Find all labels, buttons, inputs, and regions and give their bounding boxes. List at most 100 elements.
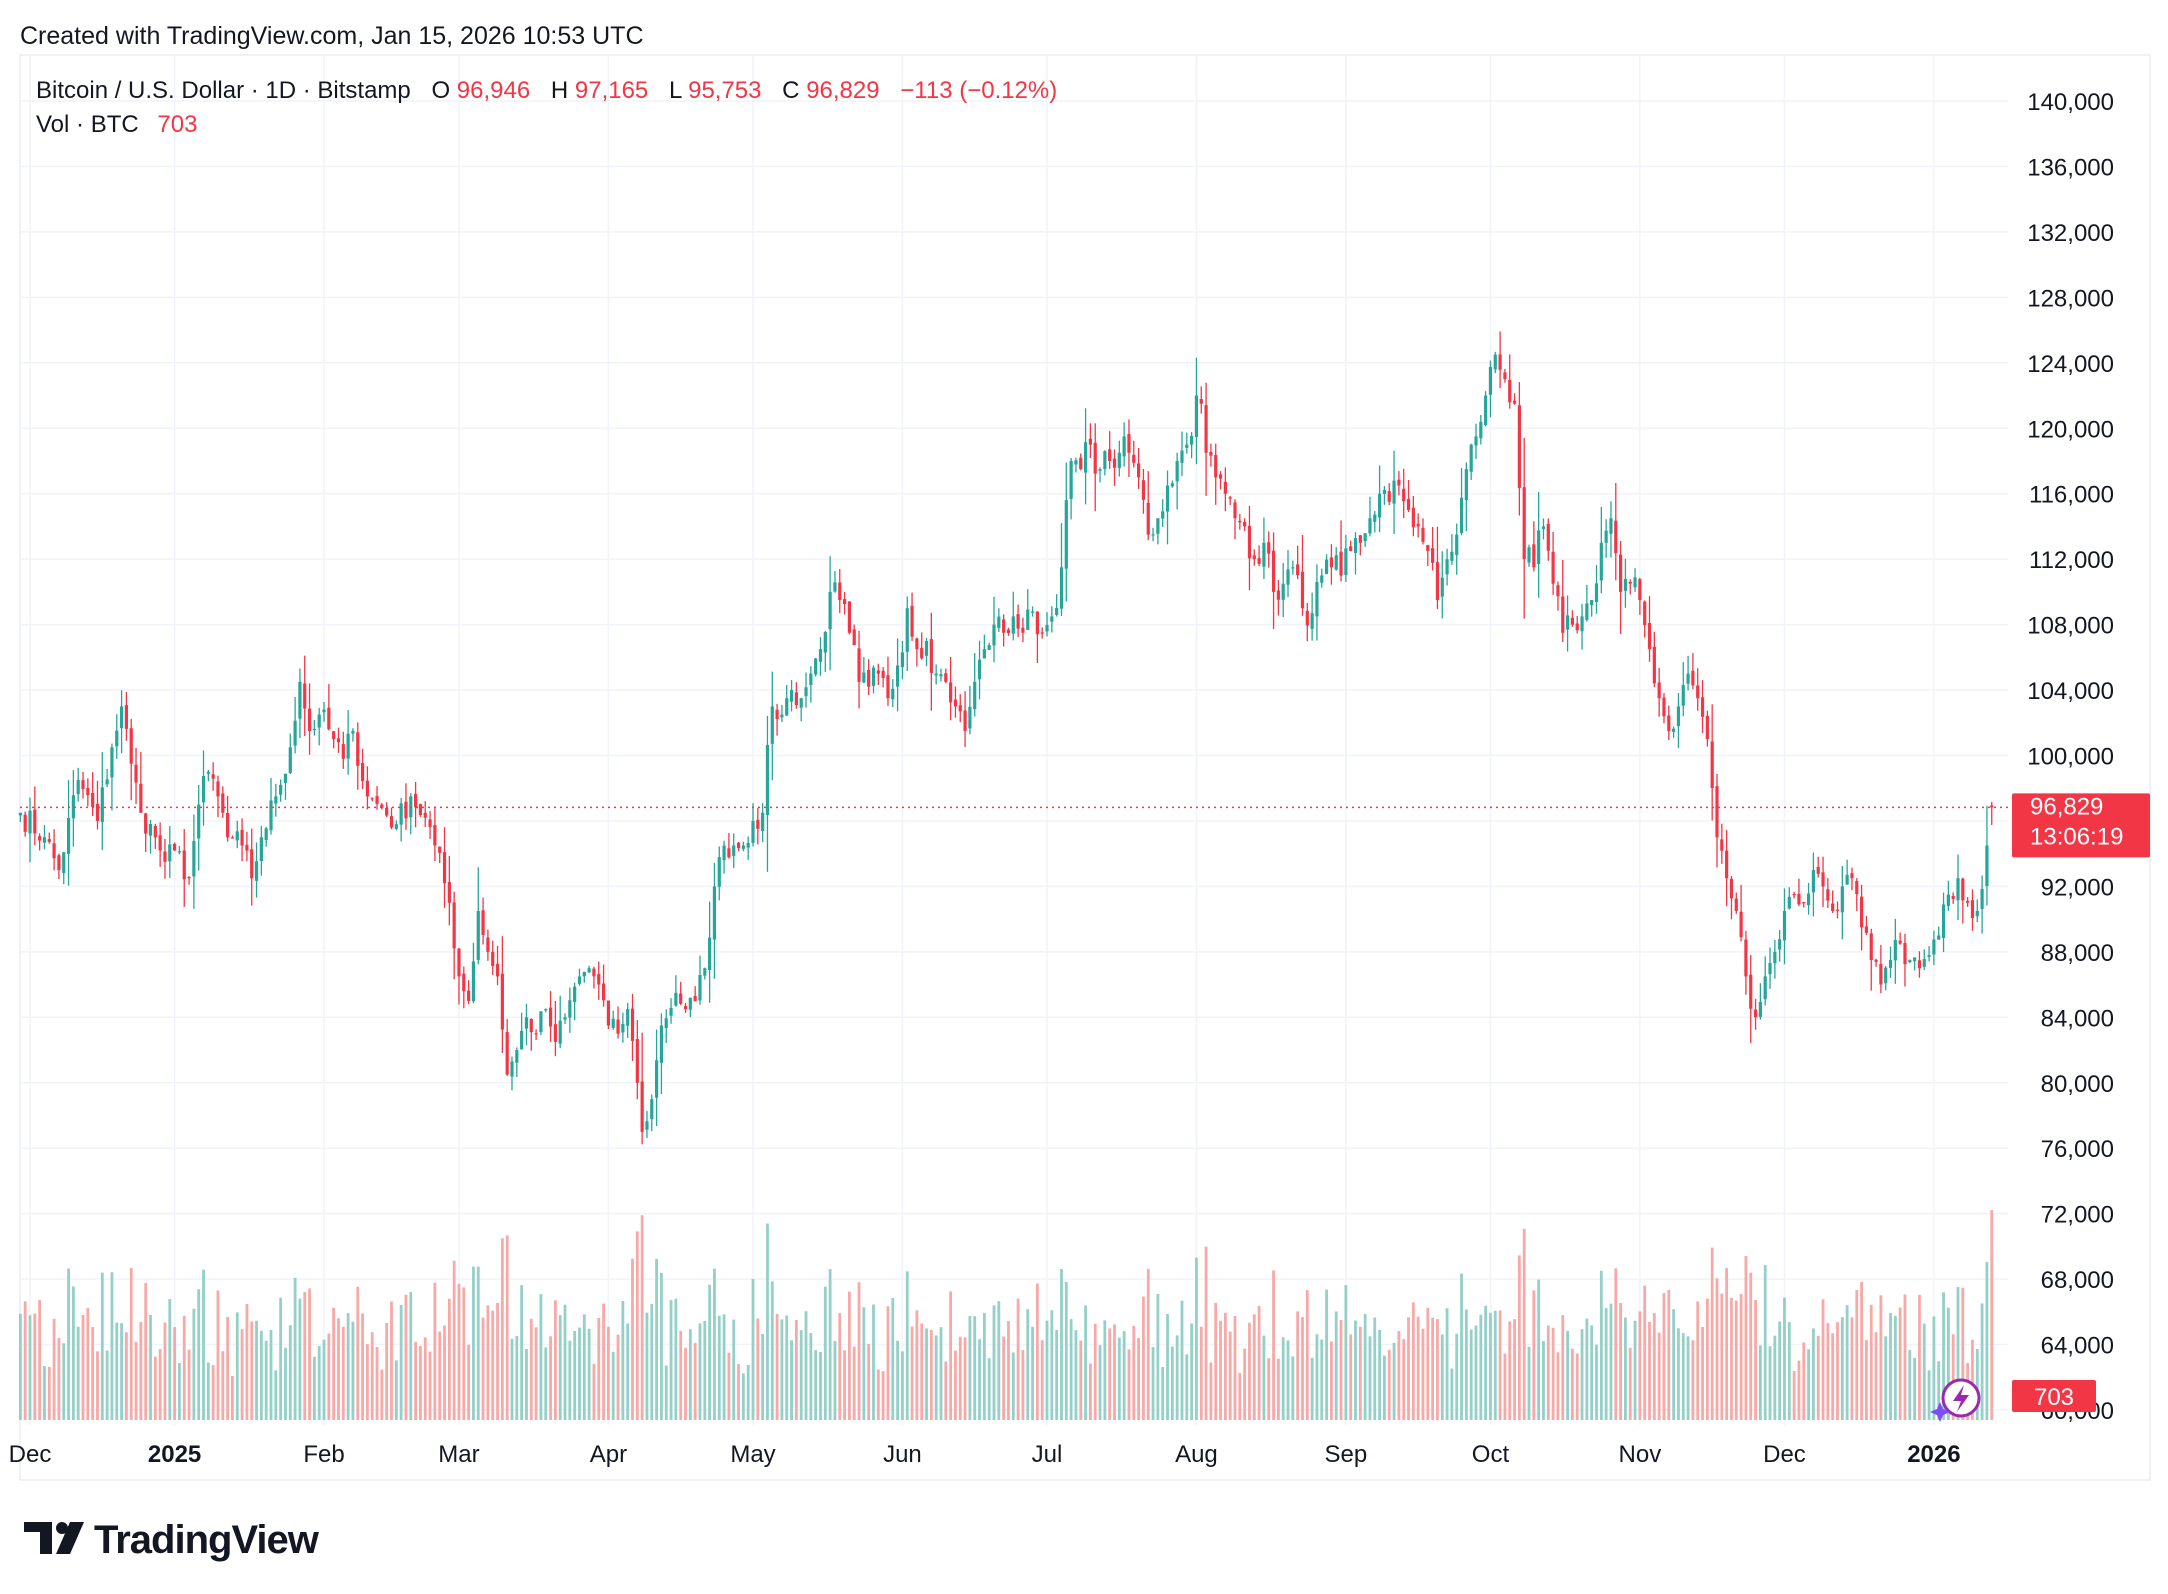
candle-body <box>467 990 471 1001</box>
candle-body <box>1435 562 1440 601</box>
volume-bar <box>149 1314 152 1420</box>
candle-body <box>399 803 403 825</box>
volume-bar <box>1831 1333 1835 1420</box>
candle-body <box>1937 935 1941 940</box>
tradingview-wordmark: TradingView <box>94 1518 320 1562</box>
candle-body <box>1382 490 1387 494</box>
volume-bar <box>192 1308 196 1420</box>
candle-body <box>669 1007 673 1016</box>
volume-bar <box>1816 1335 1820 1420</box>
volume-bar <box>1132 1325 1136 1420</box>
candle-body <box>307 708 312 731</box>
candle-body <box>1151 534 1155 536</box>
candle-body <box>693 995 697 1001</box>
candle-body <box>52 843 56 859</box>
candle-body <box>346 733 350 759</box>
candle-body <box>558 1020 562 1044</box>
candle-body <box>1845 874 1849 885</box>
volume-bar <box>1667 1289 1671 1420</box>
candle-body <box>457 948 461 977</box>
candle-body <box>1551 551 1555 584</box>
volume-bar <box>597 1317 601 1420</box>
volume-bar <box>819 1351 822 1420</box>
candle-body <box>1710 741 1714 789</box>
volume-bar <box>582 1314 586 1420</box>
volume-bar <box>1031 1326 1034 1420</box>
candle-body <box>322 709 326 713</box>
candle-body <box>76 780 80 795</box>
legend-open-value: 96,946 <box>457 77 530 104</box>
volume-bar <box>1913 1357 1917 1420</box>
time-axis[interactable]: Dec 2025 Feb Mar Apr May Jun Jul Aug Sep Oct Nov Dec… <box>9 1441 1961 1468</box>
volume-bar <box>1421 1328 1425 1420</box>
candle-body <box>1826 889 1830 901</box>
candle-body <box>1811 870 1815 893</box>
volume-bar <box>732 1319 736 1420</box>
candle-body <box>924 640 929 656</box>
candle-body <box>1696 685 1700 699</box>
candle-body <box>173 843 177 851</box>
candle-body <box>1720 839 1724 851</box>
tradingview-logo[interactable]: TradingView <box>24 1518 321 1562</box>
volume-bar <box>553 1300 557 1420</box>
volume-bar <box>28 1315 32 1420</box>
lightning-badge[interactable] <box>1930 1378 1981 1422</box>
candle-body <box>119 706 124 729</box>
volume-bar <box>110 1272 114 1420</box>
chart-frame <box>19 54 2151 1481</box>
volume-bar <box>1503 1353 1507 1420</box>
candle-body <box>462 973 466 992</box>
candle-body <box>1898 940 1902 944</box>
candle-body <box>1850 873 1854 879</box>
volume-bar <box>481 1317 485 1420</box>
volume-bar <box>1686 1336 1690 1420</box>
candle-body <box>1218 474 1223 479</box>
candle-body <box>47 839 51 842</box>
volume-bar <box>1122 1331 1126 1420</box>
volume-bar <box>202 1269 205 1420</box>
volume-bar <box>1648 1321 1651 1420</box>
volume-bar <box>303 1291 307 1420</box>
candle-body <box>274 796 278 804</box>
volume-bar <box>1657 1332 1661 1420</box>
volume-bar <box>1407 1317 1410 1420</box>
volume-bar <box>235 1312 239 1420</box>
volume-bar <box>366 1344 369 1420</box>
volume-bar <box>1768 1346 1772 1420</box>
volume-bar <box>57 1337 61 1420</box>
volume-bar <box>255 1320 258 1420</box>
candle-body <box>177 851 182 853</box>
price-axis[interactable]: 60,00064,00068,00072,00076,00080,00084,0… <box>2027 89 2114 1425</box>
volume-bar <box>1291 1356 1295 1420</box>
volume-bar <box>867 1343 871 1420</box>
candle-body <box>1985 845 1989 887</box>
volume-bar <box>1310 1357 1314 1420</box>
volume-bar <box>1754 1299 1757 1420</box>
legend: Bitcoin / U.S. Dollar · 1D · Bitstamp O … <box>36 77 1057 138</box>
candle-body <box>1011 616 1015 634</box>
candlesticks <box>18 331 1994 1145</box>
volume-bar <box>1532 1290 1536 1420</box>
candle-body <box>891 688 895 700</box>
volume-bar <box>1590 1325 1594 1420</box>
volume-bar <box>954 1350 957 1420</box>
volume-bar <box>992 1305 996 1420</box>
candle-body <box>42 837 47 843</box>
volume-bar <box>1918 1294 1921 1420</box>
candle-body <box>688 997 692 1010</box>
candle-body <box>1204 405 1208 453</box>
volume-tag-value: 703 <box>2034 1384 2074 1411</box>
volume-bar <box>631 1258 634 1420</box>
volume-bar <box>1079 1340 1083 1420</box>
volume-bar <box>717 1315 721 1420</box>
legend-close-value: 96,829 <box>806 77 879 104</box>
candle-body <box>1946 894 1950 906</box>
last-price-value: 96,829 <box>2030 793 2103 820</box>
candle-body <box>867 669 871 687</box>
x-tick-label: Dec <box>9 1441 52 1468</box>
volume-bar <box>563 1304 567 1420</box>
candle-body <box>1565 615 1570 630</box>
candle-body <box>1103 451 1107 470</box>
volume-bar <box>231 1375 234 1420</box>
